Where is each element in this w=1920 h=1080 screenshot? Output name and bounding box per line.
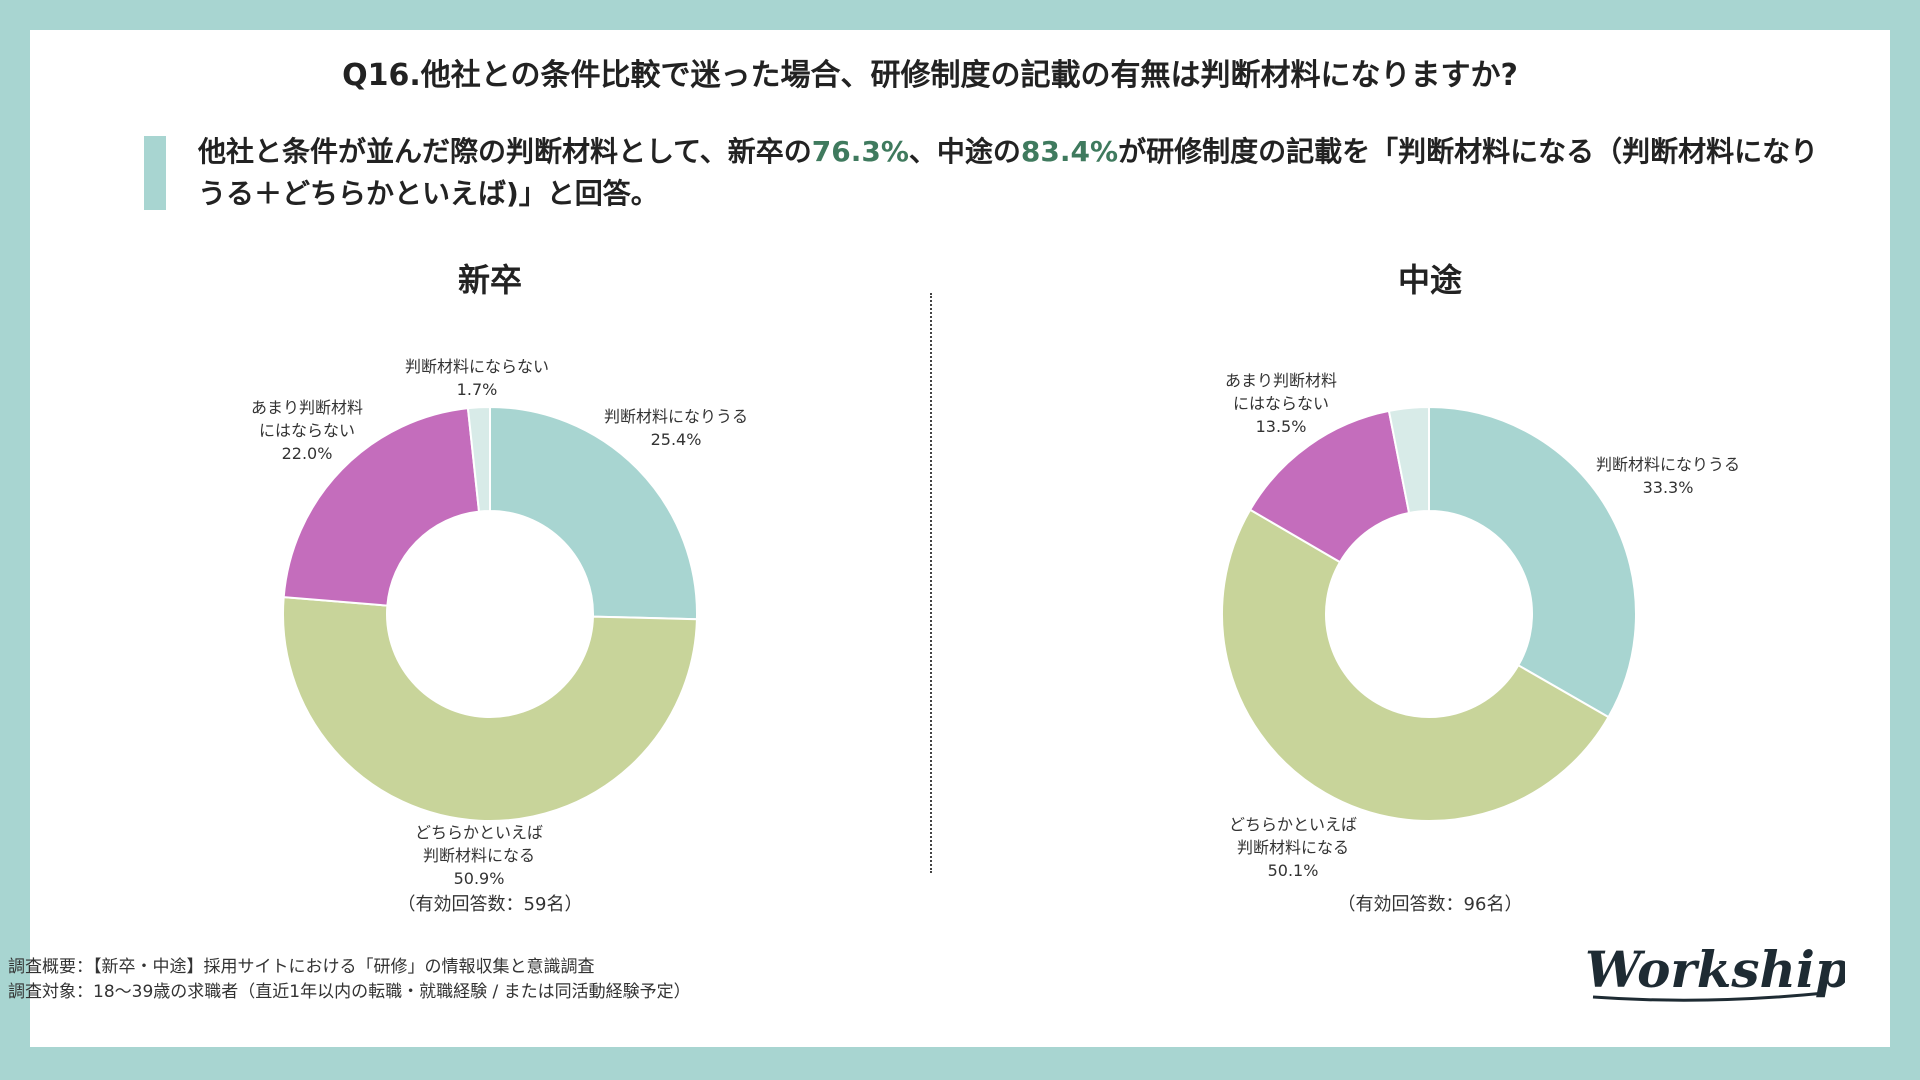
summary-part3: が研修制度の記載を「判断材料になる（判断材料になりうる＋どちらかといえば)」と回…	[198, 135, 1819, 210]
donut-slice-0-3	[466, 405, 491, 513]
donut-label-0-3: 判断材料にならない 1.7%	[405, 357, 549, 399]
summary-part2: 、中途の	[908, 135, 1021, 168]
donut-slice-1-0	[1428, 405, 1637, 719]
workship-logo: Workship	[1585, 940, 1845, 1002]
summary-highlight-new-grad: 76.3%	[811, 135, 909, 168]
donut-slice-0-0	[489, 405, 698, 621]
donut-slice-1-3	[1387, 405, 1430, 515]
chart-title-mid-career: 中途	[1397, 261, 1462, 299]
question-title: Q16.他社との条件比較で迷った場合、研修制度の記載の有無は判断材料になりますか…	[342, 58, 1518, 93]
survey-footer: 調査概要：【新卒・中途】採用サイトにおける「研修」の情報収集と意識調査 調査対象…	[8, 955, 691, 1004]
donut-label-1-1: どちらかといえば判断材料になる 50.1%	[1229, 815, 1357, 880]
donut-label-1-2: あまり判断材料にはならない 13.5%	[1225, 371, 1337, 436]
donut-label-0-1: どちらかといえば判断材料になる 50.9%	[415, 823, 543, 888]
footer-line-target: 調査対象：18〜39歳の求職者（直近1年以内の転職・就職経験 / または同活動経…	[8, 981, 691, 1002]
donut-slice-1-1	[1220, 508, 1610, 823]
donut-slice-0-1	[282, 596, 698, 822]
donut-label-0-0: 判断材料になりうる 25.4%	[604, 407, 748, 449]
logo-text: Workship	[1585, 940, 1845, 999]
chart-divider	[930, 293, 932, 873]
chart-title-new-grad: 新卒	[457, 261, 522, 299]
footer-line-overview: 調査概要：【新卒・中途】採用サイトにおける「研修」の情報収集と意識調査	[8, 957, 595, 977]
respondents-new-grad: （有効回答数：59名）	[397, 894, 583, 915]
summary-text: 他社と条件が並んだ際の判断材料として、新卒の76.3%、中途の83.4%が研修制…	[198, 131, 1838, 215]
summary-part1: 他社と条件が並んだ際の判断材料として、新卒の	[198, 135, 812, 168]
donut-label-1-0: 判断材料になりうる 33.3%	[1596, 455, 1740, 497]
donut-label-0-2: あまり判断材料にはならない 22.0%	[251, 398, 363, 463]
summary-highlight-mid-career: 83.4%	[1020, 135, 1119, 168]
donut-slice-0-2	[282, 407, 481, 607]
summary-accent-bar	[144, 136, 166, 210]
respondents-mid-career: （有効回答数：96名）	[1337, 894, 1523, 915]
